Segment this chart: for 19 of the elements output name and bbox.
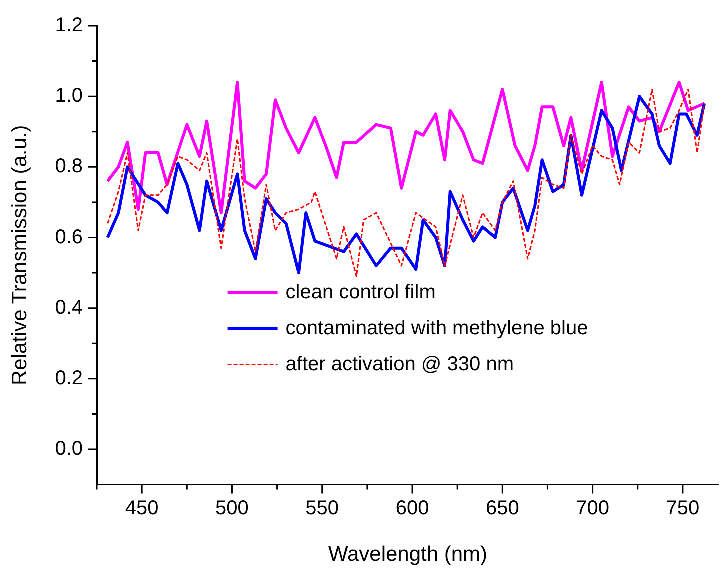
- y-tick-label: 0.4: [55, 296, 84, 319]
- x-axis-title: Wavelength (nm): [328, 543, 488, 566]
- x-tick-label: 700: [576, 497, 610, 520]
- y-axis-title: Relative Transmission (a.u.): [8, 125, 32, 386]
- y-tick-label: 0.2: [55, 367, 84, 390]
- y-tick-label: 1.0: [55, 85, 84, 108]
- y-tick-label: 0.6: [55, 226, 84, 248]
- x-tick-label: 500: [216, 497, 249, 520]
- x-tick-label: 650: [486, 497, 520, 520]
- x-tick-label: 600: [396, 497, 430, 520]
- x-tick-label: 450: [125, 497, 159, 520]
- legend-label: after activation @ 330 nm: [286, 353, 514, 376]
- legend-label: contaminated with methylene blue: [286, 317, 588, 340]
- legend-label: clean control film: [286, 281, 436, 304]
- x-tick-label: 550: [306, 497, 340, 520]
- x-tick-label: 750: [666, 497, 700, 520]
- y-tick-label: 1.2: [55, 14, 84, 37]
- y-tick-label: 0.8: [55, 156, 84, 178]
- y-tick-label: 0.0: [55, 438, 84, 460]
